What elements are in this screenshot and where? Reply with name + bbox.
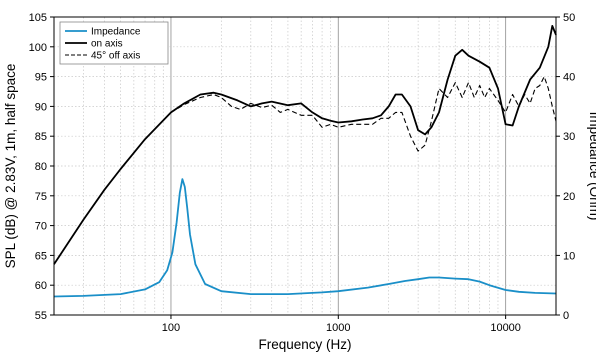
y2-tick-label: 10	[563, 250, 575, 262]
y-tick-label: 105	[29, 12, 47, 24]
y-tick-label: 80	[35, 161, 47, 173]
axis-ticks: 55 60 65 70 75 80 85 90 95 100 105 0 10 20 30 40 50 100 10…	[29, 12, 576, 334]
y2-tick-label: 40	[563, 72, 575, 84]
y-tick-label: 60	[35, 280, 47, 292]
legend-label-on-axis: on axis	[91, 39, 123, 50]
y-tick-label: 75	[35, 191, 47, 203]
series-line-on-axis	[53, 25, 557, 265]
y2-tick-label: 0	[563, 310, 569, 322]
legend-label-45-off-axis: 45° off axis	[91, 51, 140, 62]
y-tick-label: 85	[35, 131, 47, 143]
y-tick-label: 95	[35, 72, 47, 84]
x-axis-label: Frequency (Hz)	[258, 337, 351, 352]
x-tick-label: 1000	[326, 322, 350, 334]
y2-tick-label: 30	[563, 131, 575, 143]
y2-tick-label: 20	[563, 191, 575, 203]
plot-curves	[53, 25, 557, 298]
series-line-impedance	[53, 178, 557, 298]
series-line-45-off-axis	[53, 76, 557, 265]
y-tick-label: 100	[29, 42, 47, 54]
y-tick-label: 90	[35, 101, 47, 113]
x-tick-label: 10000	[490, 322, 521, 334]
x-tick-label: 100	[162, 322, 180, 334]
y-tick-label: 55	[35, 310, 47, 322]
y2-axis-label: Impedance (Ohm)	[587, 112, 596, 221]
y-axis-label: SPL (dB) @ 2.83V, 1m, half space	[3, 64, 18, 269]
y2-tick-label: 50	[563, 12, 575, 24]
y-tick-label: 70	[35, 221, 47, 233]
legend-label-impedance: Impedance	[91, 27, 141, 38]
y-tick-label: 65	[35, 250, 47, 262]
